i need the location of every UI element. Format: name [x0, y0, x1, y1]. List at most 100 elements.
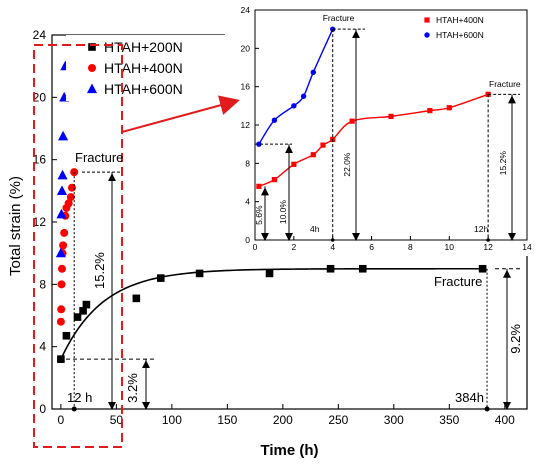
x-tick-label: 2: [291, 242, 296, 252]
data-point: [62, 331, 71, 340]
annotation-strain-600-final: 22.0%: [342, 152, 352, 177]
data-point: [64, 199, 73, 208]
inset-legend: HTAH+400N HTAH+600N: [424, 15, 484, 40]
annotation-time-400: 12h: [474, 224, 488, 234]
data-point: [300, 93, 307, 99]
x-tick-label: 14: [522, 242, 532, 252]
series-htah-200n: [57, 264, 487, 363]
highlight-dashed-box: [33, 44, 123, 448]
y-tick-label: 24: [33, 28, 47, 42]
y-tick-label: 8: [39, 277, 46, 291]
y-tick-label: 8: [245, 158, 250, 168]
time-marker: [330, 238, 335, 242]
data-point: [326, 264, 335, 273]
overlay: 15.2% Fracture 3.2% 9.2% Fracture 12 h 384h: [33, 44, 523, 448]
zoom-arrow: [121, 95, 240, 133]
x-tick-label: 300: [384, 413, 404, 427]
x-tick-label: 0: [58, 413, 65, 427]
x-axis-title: Time (h): [260, 442, 318, 459]
y-tick-label: 24: [241, 5, 251, 15]
y-axis-title: Total strain (%): [7, 176, 24, 276]
y-tick-label: 12: [33, 215, 47, 229]
time-marker: [486, 238, 490, 242]
y-tick-label: 0: [245, 235, 250, 245]
data-point: [58, 130, 69, 141]
data-point: [265, 269, 274, 278]
annotation-strain-400-initial: 5.6%: [254, 205, 264, 225]
legend-label: HTAH+200N: [104, 39, 183, 55]
legend-marker: [424, 17, 430, 23]
y-tick-label: 4: [39, 340, 46, 354]
y-tick-label: 0: [39, 402, 46, 416]
data-point: [271, 117, 278, 123]
x-tick-label: 6: [369, 242, 374, 252]
data-point: [310, 152, 316, 158]
data-point: [291, 103, 297, 109]
x-tick-label: 4: [330, 242, 335, 252]
annotation-fracture: Fracture: [75, 150, 123, 165]
data-point: [67, 183, 76, 192]
data-point: [66, 193, 75, 202]
data-point: [256, 141, 262, 147]
data-point: [56, 208, 67, 219]
inset-chart: 0 2 4 6 8 10 12 1404812162024HTAH+400NHTAH+600N…: [225, 5, 532, 256]
x-tick-label: 0: [253, 242, 258, 252]
annotation-fracture: Fracture: [489, 79, 521, 89]
data-point: [427, 108, 433, 114]
legend-label: HTAH+400N: [104, 60, 183, 76]
x-tick-label: 250: [328, 413, 348, 427]
data-point: [55, 247, 66, 258]
data-point: [271, 177, 278, 183]
data-point: [388, 113, 394, 119]
data-point: [320, 142, 326, 148]
annotation-strain-400-final: 15.2%: [498, 151, 508, 176]
data-point: [57, 305, 66, 314]
data-point: [56, 317, 65, 326]
x-tick-label: 150: [217, 413, 237, 427]
data-point: [56, 185, 68, 195]
data-point: [358, 264, 367, 273]
data-point: [156, 274, 165, 282]
legend: HTAH+200N HTAH+400N HTAH+600N: [66, 35, 226, 101]
data-point: [60, 228, 69, 237]
data-point: [57, 280, 66, 289]
y-tick-label: 4: [245, 197, 250, 207]
annotation-time-200: 384h: [455, 390, 484, 405]
y-tick-label: 16: [33, 153, 47, 167]
data-point: [478, 264, 487, 273]
x-tick-label: 8: [408, 242, 413, 252]
legend-marker: [88, 64, 96, 72]
annotation-strain-600-initial: 10.0%: [278, 200, 288, 225]
inset-background: [225, 6, 532, 256]
x-tick-label: 12: [483, 242, 493, 252]
data-point: [132, 294, 141, 303]
y-tick-label: 20: [241, 43, 251, 53]
data-point: [57, 264, 66, 273]
data-point: [256, 183, 262, 189]
data-point: [59, 241, 68, 250]
y-tick-label: 20: [33, 90, 47, 104]
x-tick-label: 200: [273, 413, 293, 427]
x-tick-label: 50: [110, 413, 124, 427]
main-chart: 0 50 100 150 200 250 300 350 40004812162024Time …: [7, 28, 528, 459]
data-point: [349, 118, 355, 124]
data-point: [79, 307, 87, 315]
series-htah-400n: [56, 168, 79, 326]
x-tick-label: 400: [495, 413, 515, 427]
data-point: [291, 161, 297, 167]
data-point: [310, 69, 316, 75]
annotation-fracture: Fracture: [323, 13, 355, 23]
legend-marker: [88, 43, 96, 51]
legend-label: HTAH+600N: [104, 81, 183, 97]
annotation-fracture: Fracture: [434, 274, 482, 289]
x-tick-label: 100: [162, 413, 182, 427]
inset-series-htah-600n: [256, 26, 336, 147]
data-point: [195, 269, 204, 278]
fit-line: [60, 267, 483, 360]
data-point: [446, 105, 452, 111]
data-point: [73, 313, 82, 321]
legend-marker: [86, 83, 98, 94]
data-point: [57, 169, 68, 180]
legend-label: HTAH+600N: [436, 30, 484, 40]
